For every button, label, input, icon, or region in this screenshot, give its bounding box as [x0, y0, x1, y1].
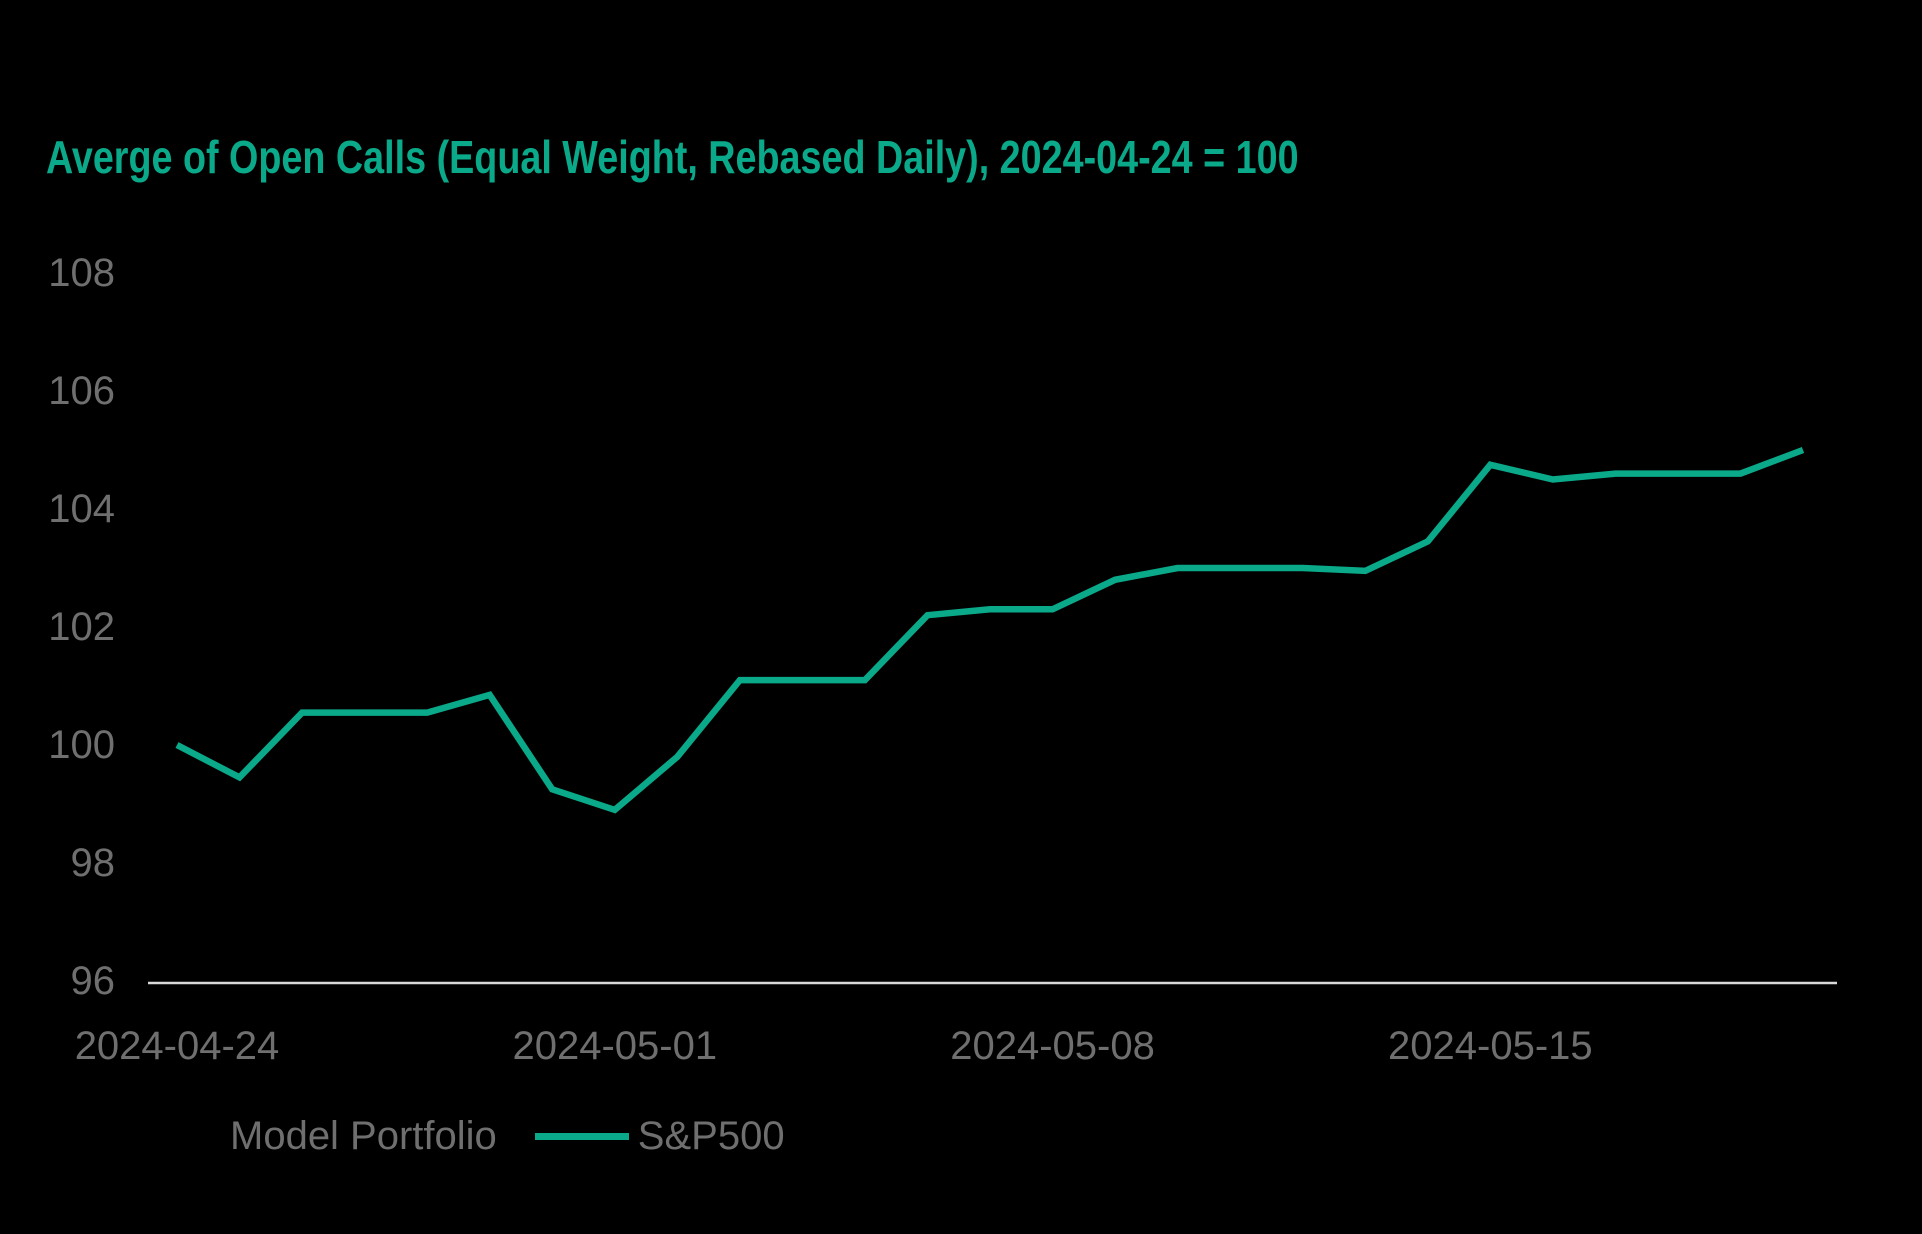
y-tick-label: 108 [48, 251, 115, 295]
sp500-line-swatch-icon [534, 1132, 629, 1140]
y-tick-label: 96 [70, 959, 116, 1003]
x-tick-label: 2024-04-24 [74, 1024, 280, 1068]
legend-label-sp500: S&P500 [637, 1114, 785, 1158]
x-tick-label: 2024-05-01 [512, 1024, 718, 1068]
y-tick-label: 104 [48, 487, 115, 531]
y-tick-label: 98 [70, 841, 116, 885]
y-tick-label: 106 [48, 369, 115, 413]
y-tick-label: 102 [48, 605, 115, 649]
sp500-series-line [175, 446, 1805, 814]
chart-title: Averge of Open Calls (Equal Weight, Reba… [46, 131, 1299, 183]
y-tick-label: 100 [48, 723, 115, 767]
legend-label-model-portfolio: Model Portfolio [230, 1114, 497, 1158]
x-tick-label: 2024-05-08 [950, 1024, 1155, 1068]
legend: Model Portfolio S&P500 [230, 1112, 785, 1160]
x-tick-label: 2024-05-15 [1388, 1024, 1593, 1068]
